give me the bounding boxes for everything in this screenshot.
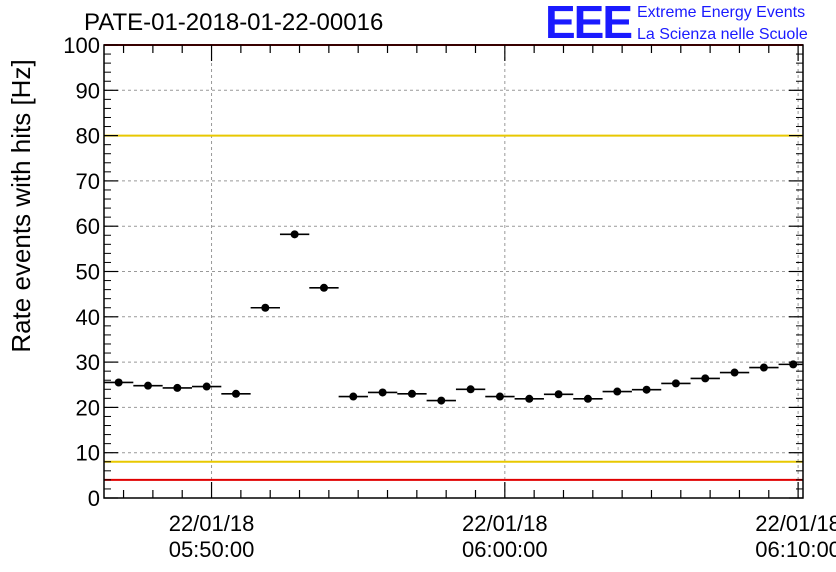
- x-tick-date-label: 22/01/18: [755, 511, 836, 536]
- y-tick-label: 80: [76, 124, 100, 149]
- data-point: [525, 394, 534, 403]
- data-point: [437, 396, 446, 405]
- y-tick-label: 100: [63, 33, 100, 58]
- data-point: [789, 360, 798, 369]
- y-tick-label: 60: [76, 214, 100, 239]
- x-tick-date-label: 22/01/18: [462, 511, 548, 536]
- y-axis-label: Rate events with hits [Hz]: [6, 59, 36, 352]
- data-point: [378, 388, 387, 397]
- data-point: [554, 390, 563, 399]
- y-tick-label: 40: [76, 305, 100, 330]
- data-point: [349, 392, 358, 401]
- x-tick-date-label: 22/01/18: [169, 511, 255, 536]
- data-point: [143, 381, 152, 390]
- data-point: [290, 230, 299, 239]
- y-tick-label: 90: [76, 78, 100, 103]
- data-point: [466, 385, 475, 394]
- data-point: [173, 383, 182, 392]
- data-point: [114, 378, 123, 387]
- data-point: [202, 382, 211, 391]
- data-point: [495, 392, 504, 401]
- data-point: [261, 303, 270, 312]
- chart-title: PATE-01-2018-01-22-00016: [84, 9, 384, 36]
- data-point: [671, 379, 680, 388]
- x-tick-time-label: 05:50:00: [169, 537, 255, 562]
- logo-line-1: Extreme Energy Events: [637, 4, 806, 21]
- y-axis: 0 10 20 30 40 50 60 70 80 90 100: [63, 33, 803, 511]
- x-axis: 22/01/1805:50:0022/01/1806:00:0022/01/18…: [122, 45, 836, 562]
- y-tick-label: 10: [76, 441, 100, 466]
- y-tick-label: 50: [76, 260, 100, 285]
- data-point: [759, 363, 768, 372]
- data-point: [613, 387, 622, 396]
- data-point: [319, 283, 328, 292]
- x-tick-time-label: 06:00:00: [462, 537, 548, 562]
- data-points: [104, 230, 803, 405]
- logo-line-2: La Scienza nelle Scuole: [637, 26, 808, 43]
- x-tick-time-label: 06:10:00: [755, 537, 836, 562]
- eee-logo: EEE Extreme Energy Events La Scienza nel…: [541, 0, 836, 48]
- data-point: [407, 389, 416, 398]
- y-tick-label: 70: [76, 169, 100, 194]
- y-tick-label: 30: [76, 350, 100, 375]
- grid-layer: [104, 45, 803, 498]
- data-point: [730, 368, 739, 377]
- data-point: [583, 394, 592, 403]
- y-tick-label: 0: [88, 486, 100, 511]
- data-point: [231, 389, 240, 398]
- logo-mark: EEE: [545, 0, 633, 48]
- y-tick-label: 20: [76, 395, 100, 420]
- reference-lines: [104, 44, 803, 481]
- data-point: [701, 374, 710, 383]
- data-point: [642, 385, 651, 394]
